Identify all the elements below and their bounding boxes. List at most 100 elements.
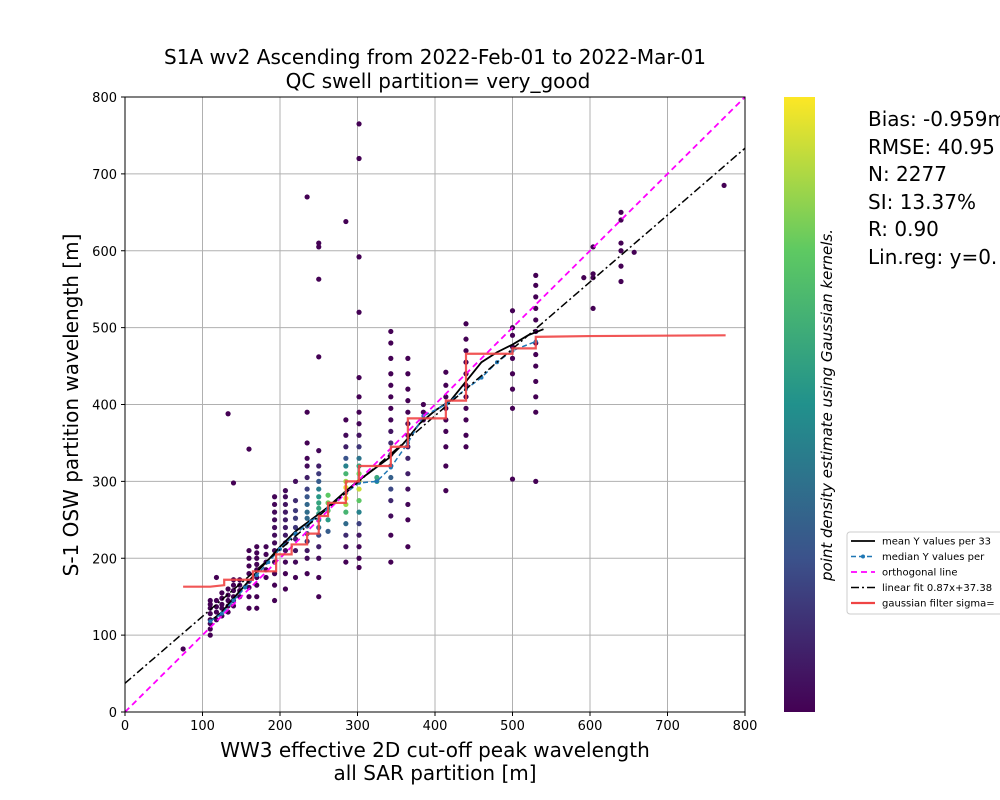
x-axis-ticks: 0 100 200 300 400 500 600 700 800 bbox=[121, 712, 757, 734]
scatter-point bbox=[356, 455, 362, 461]
scatter-point bbox=[356, 121, 362, 127]
y-tick-label: 0 bbox=[109, 706, 117, 721]
scatter-point bbox=[405, 517, 411, 523]
scatter-point bbox=[219, 601, 225, 607]
scatter-point bbox=[230, 582, 237, 588]
y-tick-label: 700 bbox=[92, 168, 117, 183]
stats-bias: Bias: -0.959m bbox=[868, 107, 1000, 131]
scatter-point bbox=[356, 555, 362, 561]
scatter-point bbox=[405, 355, 411, 361]
scatter-point bbox=[405, 544, 411, 550]
stats-n: N: 2277 bbox=[868, 162, 947, 186]
scatter-point bbox=[405, 455, 411, 461]
scatter-point bbox=[356, 421, 362, 427]
scatter-point bbox=[463, 348, 469, 354]
scatter-point bbox=[509, 405, 516, 411]
scatter-point bbox=[463, 432, 469, 438]
scatter-point bbox=[443, 488, 449, 494]
scatter-point bbox=[443, 382, 449, 388]
scatter-point bbox=[463, 336, 469, 342]
y-tick-label: 800 bbox=[92, 91, 117, 106]
y-tick-label: 500 bbox=[92, 322, 117, 337]
y-tick-label: 300 bbox=[92, 475, 117, 490]
scatter-point bbox=[254, 594, 260, 600]
scatter-point bbox=[581, 275, 587, 281]
scatter-point bbox=[343, 559, 349, 565]
scatter-point bbox=[292, 559, 299, 565]
scatter-point bbox=[343, 544, 349, 550]
scatter-point bbox=[292, 478, 299, 484]
scatter-point bbox=[213, 609, 220, 615]
legend-label: linear fit 0.87x+37.38 bbox=[882, 583, 992, 594]
scatter-point bbox=[533, 282, 539, 288]
scatter-point bbox=[263, 544, 269, 550]
scatter-point bbox=[254, 561, 260, 568]
scatter-point bbox=[388, 382, 394, 388]
scatter-point bbox=[343, 521, 349, 527]
scatter-point bbox=[316, 555, 322, 561]
x-tick-label: 200 bbox=[268, 719, 293, 734]
scatter-point bbox=[263, 574, 269, 581]
scatter-point bbox=[304, 455, 310, 461]
scatter-point bbox=[618, 248, 624, 254]
scatter-point bbox=[207, 597, 213, 604]
scatter-point bbox=[271, 524, 278, 531]
stats-si: SI: 13.37% bbox=[868, 189, 976, 214]
legend-label: mean Y values per 33 bbox=[882, 537, 991, 548]
legend-label: orthogonal line bbox=[882, 568, 958, 579]
scatter-point bbox=[304, 409, 310, 415]
scatter-point bbox=[356, 309, 362, 315]
scatter-point bbox=[509, 355, 516, 361]
scatter-point bbox=[509, 386, 516, 392]
scatter-point bbox=[292, 497, 299, 504]
scatter-point bbox=[388, 371, 394, 377]
scatter-point bbox=[246, 555, 252, 561]
scatter-point bbox=[213, 597, 220, 604]
legend: mean Y values per 33 median Y values per o… bbox=[846, 531, 1000, 615]
scatter-point bbox=[254, 555, 260, 561]
scatter-point bbox=[343, 417, 349, 423]
scatter-point bbox=[325, 517, 331, 523]
scatter-point bbox=[316, 448, 322, 454]
scatter-point bbox=[388, 355, 394, 361]
y-tick-label: 600 bbox=[92, 245, 117, 260]
chart-title: S1A wv2 Ascending from 2022-Feb-01 to 20… bbox=[164, 45, 706, 69]
stats-rmse: RMSE: 40.95 bbox=[868, 134, 995, 159]
scatter-point bbox=[533, 363, 539, 369]
scatter-point bbox=[533, 378, 539, 385]
scatter-point bbox=[282, 517, 289, 523]
scatter-point bbox=[271, 597, 278, 604]
scatter-point bbox=[271, 509, 278, 515]
scatter-point bbox=[405, 471, 411, 477]
x-tick-label: 500 bbox=[500, 719, 525, 734]
x-tick-label: 400 bbox=[423, 719, 448, 734]
median-marker bbox=[219, 611, 224, 616]
stats-linreg: Lin.reg: y=0. bbox=[868, 244, 998, 269]
scatter-point bbox=[356, 544, 362, 550]
scatter-point bbox=[443, 463, 449, 469]
y-tick-label: 200 bbox=[92, 552, 117, 567]
median-marker bbox=[208, 619, 213, 624]
scatter-point bbox=[246, 547, 252, 554]
scatter-point bbox=[282, 488, 289, 494]
scatter-point bbox=[388, 428, 394, 435]
scatter-point bbox=[282, 494, 289, 500]
scatter-point bbox=[316, 478, 322, 484]
scatter-point bbox=[618, 240, 624, 246]
colorbar bbox=[784, 97, 815, 712]
scatter-point bbox=[225, 411, 231, 417]
scatter-point bbox=[282, 571, 289, 577]
series-lines bbox=[124, 96, 746, 713]
scatter-point bbox=[282, 586, 289, 592]
scatter-point bbox=[356, 486, 362, 492]
x-tick-label: 600 bbox=[578, 719, 603, 734]
scatter-point bbox=[292, 515, 299, 521]
scatter-point bbox=[343, 509, 349, 515]
legend-box bbox=[846, 531, 1000, 615]
scatter-point bbox=[533, 272, 539, 278]
scatter-point bbox=[316, 594, 322, 600]
y-axis-label: S-1 OSW partition wavelength [m] bbox=[59, 234, 83, 577]
scatter-point bbox=[356, 155, 362, 162]
scatter-point bbox=[343, 532, 349, 538]
